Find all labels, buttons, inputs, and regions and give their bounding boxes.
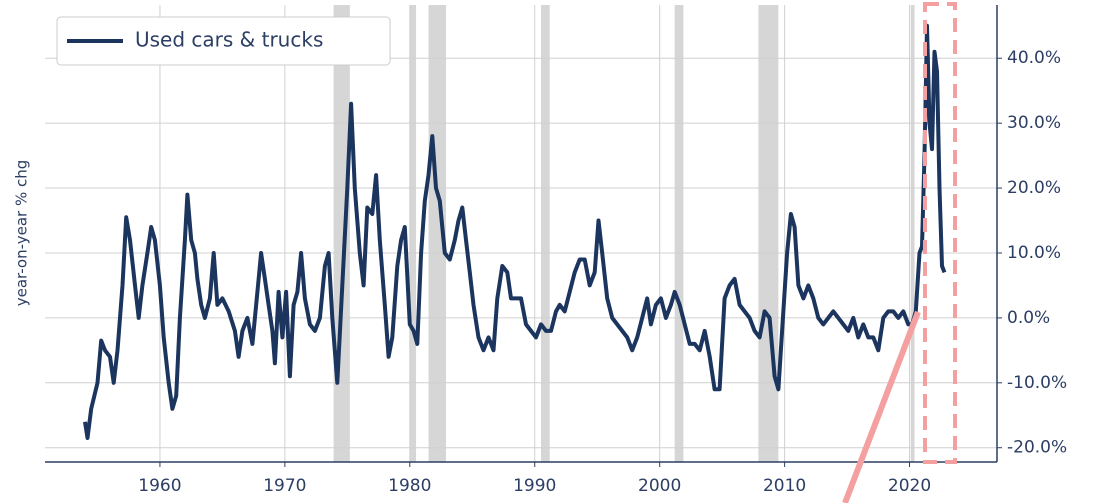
- series-line: [83, 23, 947, 440]
- x-tick-label: 1980: [388, 476, 431, 496]
- recession-band: [758, 5, 779, 462]
- legend: Used cars & trucks: [56, 16, 391, 66]
- y-tick-label: 0.0%: [1007, 308, 1050, 328]
- recession-band: [540, 5, 550, 462]
- y-axis-label: year-on-year % chg: [13, 160, 31, 307]
- x-tick-label: 1970: [263, 476, 306, 496]
- y-tick-label: -20.0%: [1007, 438, 1067, 458]
- x-tick-label: 2000: [638, 476, 681, 496]
- recession-band: [428, 5, 447, 462]
- x-tick-label: 1990: [513, 476, 556, 496]
- recession-band: [333, 5, 350, 462]
- x-tick-label: 2020: [888, 476, 931, 496]
- x-tick-label: 2010: [763, 476, 806, 496]
- recession-band: [910, 5, 915, 462]
- y-tick-label: 40.0%: [1007, 48, 1061, 68]
- legend-label: Used cars & trucks: [135, 28, 323, 52]
- y-tick-label: 10.0%: [1007, 243, 1061, 263]
- recession-band: [674, 5, 684, 462]
- x-tick-label: 1960: [138, 476, 181, 496]
- y-tick-label: -10.0%: [1007, 373, 1067, 393]
- annotation-arrow: [842, 310, 921, 503]
- y-tick-label: 30.0%: [1007, 113, 1061, 133]
- legend-box: [56, 16, 391, 66]
- recession-band: [409, 5, 417, 462]
- y-tick-label: 20.0%: [1007, 178, 1061, 198]
